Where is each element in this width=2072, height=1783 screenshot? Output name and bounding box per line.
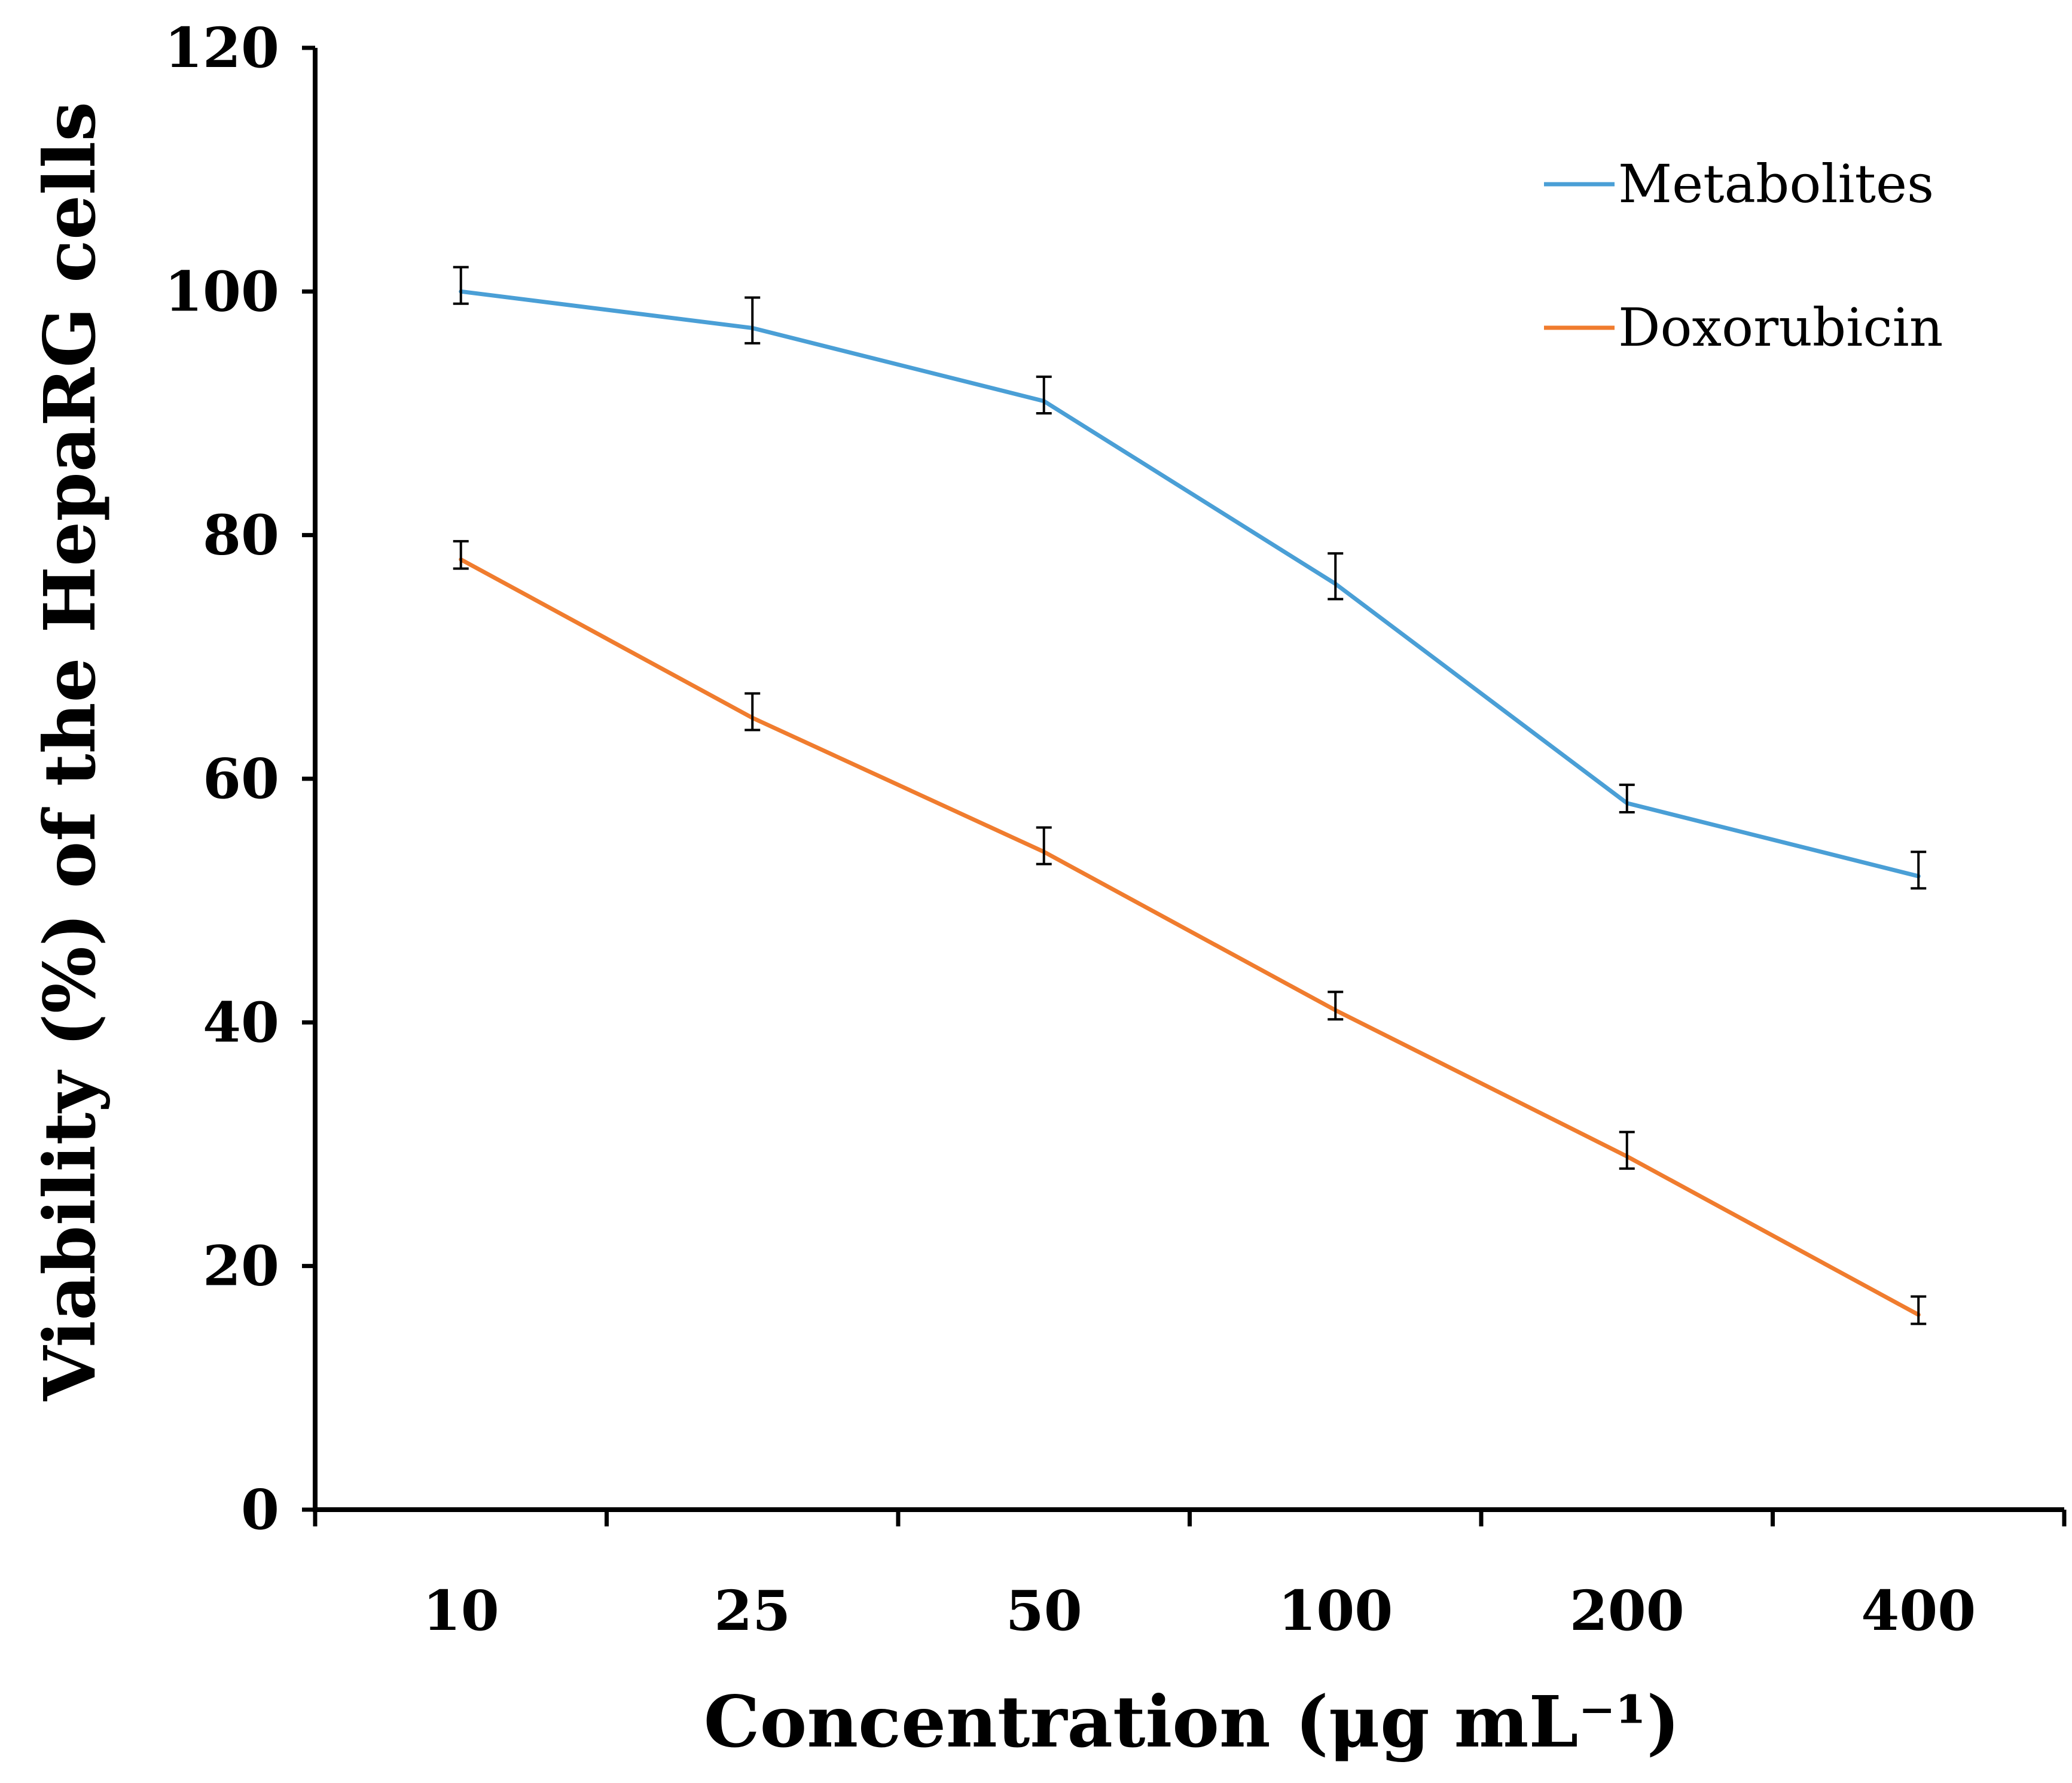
series-line-doxorubicin: [459, 557, 1921, 1317]
x-tick-label: 100: [1278, 1578, 1393, 1643]
x-axis-title: Concentration (μg mL⁻¹): [704, 1680, 1680, 1763]
axes: [313, 48, 2064, 1512]
error-bar: [1911, 851, 1927, 890]
y-axis-title: Viability (%) of the HepaRG cells: [28, 102, 111, 1401]
x-tick-label: 10: [423, 1578, 499, 1643]
series-layer: [453, 266, 1927, 1325]
error-bar: [1619, 1130, 1635, 1170]
series-line-metabolites: [459, 289, 1921, 879]
error-bar: [1036, 375, 1052, 414]
y-tick-label: 60: [203, 746, 279, 811]
x-tick-label: 50: [1006, 1578, 1082, 1643]
y-tick-label: 40: [203, 990, 279, 1054]
error-bar: [453, 540, 469, 570]
error-bar: [1328, 990, 1344, 1021]
error-bar: [1328, 552, 1344, 601]
error-bar: [1036, 826, 1052, 865]
y-tick-label: 80: [203, 503, 279, 568]
error-bar: [744, 692, 761, 732]
error-bar: [744, 296, 761, 345]
y-ticks: 0 20 40 60 80 100 120: [164, 16, 315, 1542]
x-ticks: 10 25 50 100 200 400: [313, 1510, 2067, 1643]
y-tick-label: 20: [203, 1234, 279, 1299]
legend-label-doxorubicin: Doxorubicin: [1618, 297, 1943, 358]
y-tick-label: 120: [164, 16, 279, 80]
legend-label-metabolites: Metabolites: [1618, 153, 1934, 215]
series-doxorubicin: [453, 540, 1927, 1325]
x-tick-label: 400: [1861, 1578, 1976, 1643]
error-bar: [453, 266, 469, 305]
x-tick-label: 200: [1570, 1578, 1685, 1643]
series-metabolites: [453, 266, 1927, 890]
y-tick-label: 100: [164, 259, 279, 324]
error-bar: [1619, 784, 1635, 814]
legend: Metabolites Doxorubicin: [1544, 153, 1943, 358]
error-bar: [1911, 1295, 1927, 1325]
x-tick-label: 25: [714, 1578, 791, 1643]
y-tick-label: 0: [241, 1477, 279, 1542]
